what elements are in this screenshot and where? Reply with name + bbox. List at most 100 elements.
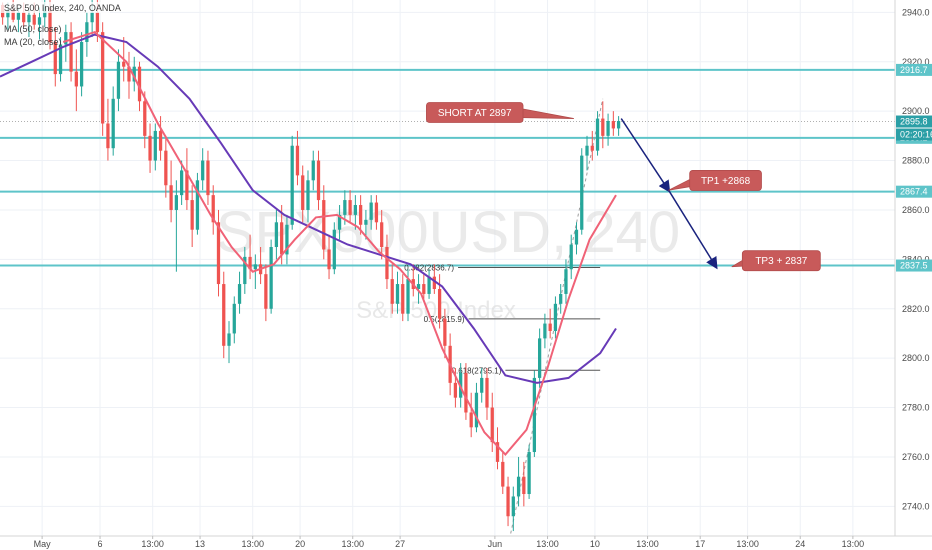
- x-tick-label: 20: [295, 539, 305, 549]
- y-tick-label: 2900.0: [902, 106, 930, 116]
- y-tick-label: 2780.0: [902, 403, 930, 413]
- level-badge-text: 2837.5: [900, 261, 928, 271]
- candle-body: [127, 66, 131, 82]
- candle-body: [295, 145, 300, 176]
- candle: [158, 116, 163, 161]
- x-tick-label: 27: [395, 539, 405, 549]
- level-badge-bg: [896, 185, 932, 198]
- candle: [511, 486, 515, 532]
- x-tick-label: 13:00: [536, 539, 559, 549]
- candle-body: [148, 135, 152, 161]
- candle-body: [164, 150, 168, 186]
- candle-body: [27, 14, 31, 23]
- candle: [501, 452, 505, 495]
- candle-body: [606, 121, 610, 136]
- projection-arrow[interactable]: [667, 189, 718, 270]
- candle-body: [364, 219, 368, 225]
- candle: [295, 130, 300, 186]
- candle: [380, 209, 384, 260]
- candle: [106, 98, 110, 161]
- axes: [0, 0, 932, 537]
- ma20-line[interactable]: [62, 30, 617, 456]
- candle-body: [269, 247, 273, 309]
- x-tick-label: 13: [195, 539, 205, 549]
- candle-body: [306, 180, 310, 210]
- candle: [385, 234, 389, 289]
- callouts[interactable]: SHORT AT 2897 TP1 +2868 TP3 + 2837: [426, 102, 821, 272]
- legend-ma50: MA (50, close): [4, 24, 62, 34]
- candle: [216, 209, 221, 297]
- candle: [569, 234, 573, 280]
- watermark-description: S&P 500 Index: [356, 297, 516, 324]
- candle-body: [401, 284, 405, 314]
- candle: [69, 22, 73, 82]
- candle: [480, 368, 484, 403]
- candle-body: [601, 118, 605, 136]
- candle: [53, 27, 57, 87]
- candle-body: [522, 476, 526, 495]
- candle: [127, 51, 131, 99]
- countdown-badge-bg: [896, 128, 932, 141]
- candle-body: [37, 17, 42, 25]
- projection-arrow[interactable]: [620, 118, 671, 193]
- candle: [74, 49, 78, 112]
- candle: [601, 101, 605, 149]
- current-price-badge-bg: [896, 115, 932, 128]
- candle: [201, 148, 205, 191]
- candle: [248, 234, 252, 280]
- candle-body: [569, 244, 573, 270]
- candle-body: [16, 12, 21, 20]
- candle-body: [79, 41, 84, 87]
- candle: [543, 313, 547, 349]
- candle-body: [348, 200, 352, 215]
- candle: [390, 264, 394, 314]
- candle-body: [137, 66, 142, 102]
- y-tick-label: 2840.0: [902, 254, 930, 264]
- x-axis-ticks: May 6 13:00 13 13:00 20 13:00 27 Jun 13:00 10 13:00…: [34, 536, 865, 549]
- x-tick-label: 17: [695, 539, 705, 549]
- candle: [64, 24, 68, 62]
- candle: [190, 185, 194, 248]
- candle-body: [553, 303, 558, 331]
- y-tick-label: 2860.0: [902, 205, 930, 215]
- x-tick-label: 13:00: [842, 539, 865, 549]
- projection-arrows[interactable]: [620, 118, 718, 270]
- candle-body: [227, 333, 231, 346]
- candle-body: [527, 452, 531, 495]
- candle-body: [395, 284, 400, 304]
- candle-body: [95, 12, 100, 33]
- candle: [422, 274, 426, 299]
- candle-body: [453, 382, 458, 398]
- candle: [564, 259, 568, 304]
- candle-body: [132, 66, 136, 82]
- candle: [590, 130, 594, 161]
- candle-body: [490, 407, 494, 443]
- callout[interactable]: TP1 +2868: [668, 170, 762, 191]
- legend-symbol-text: S&P 500 Index, 240, OANDA: [4, 3, 121, 13]
- candle-body: [185, 170, 189, 201]
- callout[interactable]: TP3 + 2837: [731, 250, 821, 272]
- ma50-line[interactable]: [0, 33, 617, 384]
- candle: [364, 209, 368, 240]
- current-price-badge-text: 2895.8: [900, 117, 928, 127]
- candle: [274, 209, 279, 260]
- candle: [285, 214, 289, 265]
- callout[interactable]: SHORT AT 2897: [426, 102, 574, 123]
- candle: [27, 9, 31, 38]
- candle-body: [495, 442, 500, 462]
- moving-averages[interactable]: [0, 30, 617, 456]
- candle: [185, 148, 189, 210]
- candle-body: [64, 32, 68, 45]
- candle-body: [74, 71, 78, 87]
- candle: [164, 135, 168, 198]
- x-tick-label: 13:00: [241, 539, 264, 549]
- level-badge-text: 2867.4: [900, 187, 928, 197]
- candle: [195, 172, 200, 235]
- candle: [116, 49, 121, 112]
- candle-body: [501, 461, 505, 487]
- y-tick-label: 2940.0: [902, 7, 930, 17]
- candle-body: [432, 276, 436, 289]
- candle-body: [201, 160, 205, 181]
- callout-box: [426, 102, 524, 123]
- candle: [290, 135, 294, 230]
